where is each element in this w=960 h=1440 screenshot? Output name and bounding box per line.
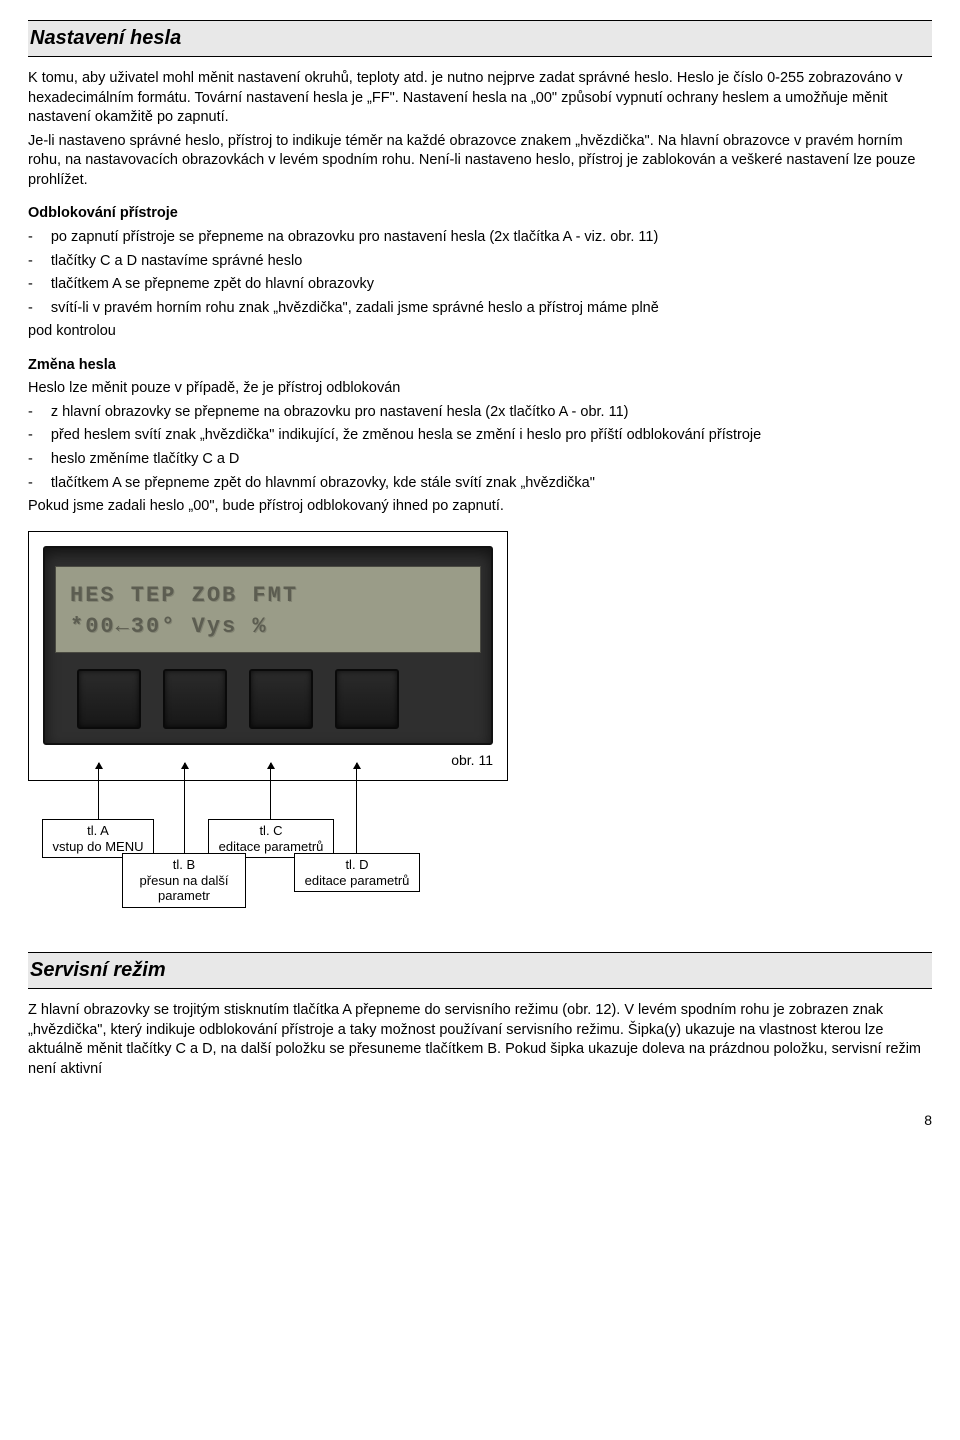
label-c-title: tl. C	[259, 823, 282, 838]
lcd-panel: HES TEP ZOB FMT *00←30° Vys %	[43, 546, 493, 745]
odblok-item-3: tlačítkem A se přepneme zpět do hlavní o…	[28, 275, 932, 295]
section2-para: Z hlavní obrazovky se trojitým stisknutí…	[28, 1001, 932, 1079]
label-b-title: tl. B	[173, 857, 195, 872]
page-number: 8	[28, 1111, 932, 1130]
odblok-item-1: po zapnutí přístroje se přepneme na obra…	[28, 228, 932, 248]
label-d-desc: editace parametrů	[305, 873, 410, 888]
arrow-c	[270, 763, 271, 819]
zmena-tail: Pokud jsme zadali heslo „00", bude příst…	[28, 497, 932, 517]
arrow-d	[356, 763, 357, 853]
arrow-b	[184, 763, 185, 853]
hw-button-d	[335, 669, 399, 729]
label-a-title: tl. A	[87, 823, 109, 838]
para-1b: Je-li nastaveno správné heslo, přístroj …	[28, 132, 932, 191]
arrow-a	[98, 763, 99, 819]
section-title-1: Nastavení hesla	[28, 20, 932, 57]
zmena-item-2: před heslem svítí znak „hvězdička" indik…	[28, 426, 932, 446]
lcd-line-2: *00←30° Vys %	[70, 612, 466, 642]
label-d-title: tl. D	[345, 857, 368, 872]
lcd-line-1: HES TEP ZOB FMT	[70, 581, 466, 611]
button-labels: tl. A vstup do MENU tl. C editace parame…	[28, 787, 508, 922]
hw-button-b	[163, 669, 227, 729]
label-a-desc: vstup do MENU	[52, 839, 143, 854]
label-b-desc: přesun na další parametr	[140, 873, 229, 904]
device-figure: HES TEP ZOB FMT *00←30° Vys % obr. 11	[28, 531, 508, 781]
zmena-heading: Změna hesla	[28, 356, 932, 376]
label-btn-b: tl. B přesun na další parametr	[122, 853, 246, 908]
zmena-item-4: tlačítkem A se přepneme zpět do hlavnmí …	[28, 474, 932, 494]
label-btn-d: tl. D editace parametrů	[294, 853, 420, 892]
label-c-desc: editace parametrů	[219, 839, 324, 854]
odblok-item-2: tlačítky C a D nastavíme správné heslo	[28, 252, 932, 272]
hw-button-a	[77, 669, 141, 729]
lcd-screen: HES TEP ZOB FMT *00←30° Vys %	[55, 566, 481, 653]
para-1a: K tomu, aby uživatel mohl měnit nastaven…	[28, 69, 932, 128]
section-title-2: Servisní režim	[28, 952, 932, 989]
odblok-heading: Odblokování přístroje	[28, 204, 932, 224]
zmena-item-3: heslo změníme tlačítky C a D	[28, 450, 932, 470]
zmena-intro: Heslo lze měnit pouze v případě, že je p…	[28, 379, 932, 399]
odblok-tail: pod kontrolou	[28, 322, 932, 342]
hw-button-c	[249, 669, 313, 729]
key-row	[55, 669, 481, 729]
odblok-item-4: svítí-li v pravém horním rohu znak „hvěz…	[28, 299, 932, 319]
zmena-item-1: z hlavní obrazovky se přepneme na obrazo…	[28, 403, 932, 423]
